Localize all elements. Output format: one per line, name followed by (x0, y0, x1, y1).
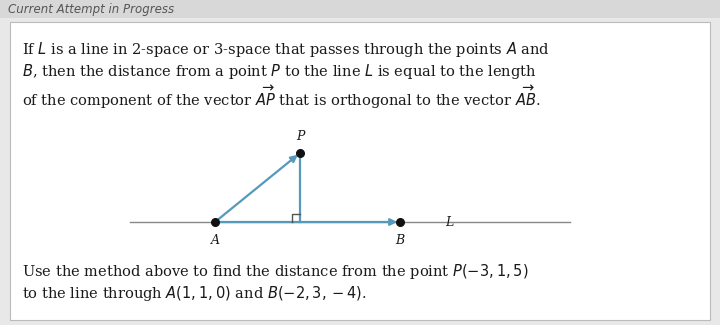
Text: L: L (445, 216, 454, 229)
Text: Use the method above to find the distance from the point $P(-3, 1, 5)$: Use the method above to find the distanc… (22, 262, 528, 281)
Text: $B$, then the distance from a point $P$ to the line $L$ is equal to the length: $B$, then the distance from a point $P$ … (22, 62, 536, 81)
Bar (0, 0, 720, 18)
Text: If $L$ is a line in 2-space or 3-space that passes through the points $A$ and: If $L$ is a line in 2-space or 3-space t… (22, 40, 550, 59)
Text: Current Attempt in Progress: Current Attempt in Progress (8, 3, 174, 16)
Text: B: B (395, 234, 405, 247)
Text: P: P (296, 130, 304, 143)
Text: of the component of the vector $\overrightarrow{AP}$ that is orthogonal to the v: of the component of the vector $\overrig… (22, 84, 541, 111)
Text: to the line through $A(1, 1, 0)$ and $B(-2, 3, -4)$.: to the line through $A(1, 1, 0)$ and $B(… (22, 284, 367, 303)
Text: A: A (210, 234, 220, 247)
